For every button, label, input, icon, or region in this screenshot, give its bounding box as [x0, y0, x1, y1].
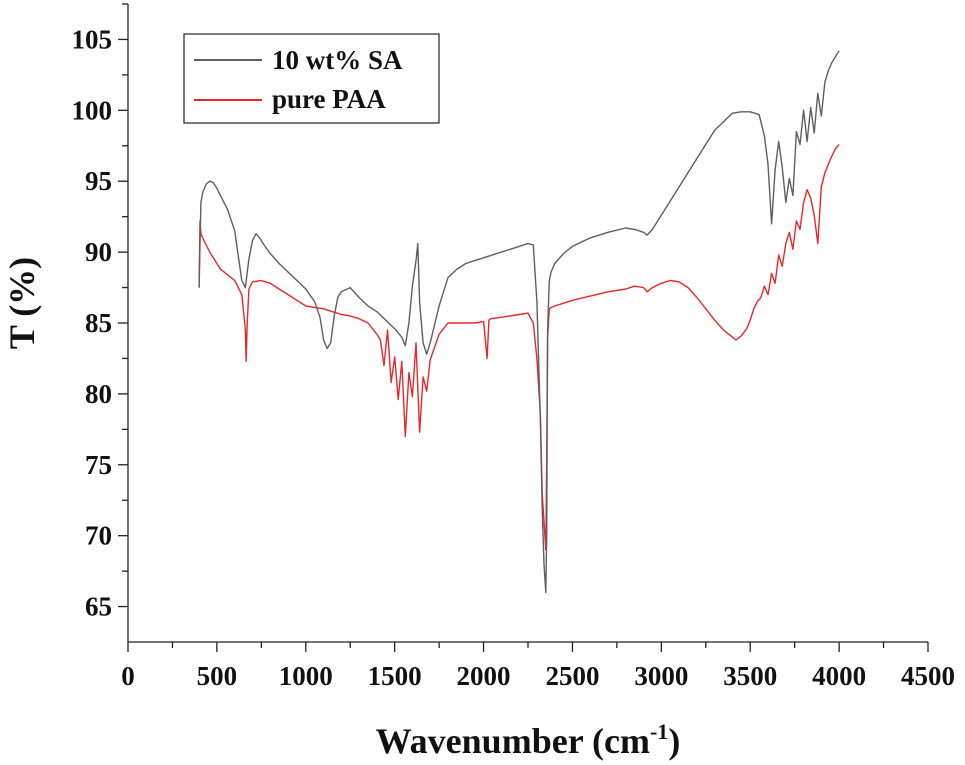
- x-tick-label: 2000: [457, 661, 511, 691]
- y-axis-title: T (%): [2, 257, 42, 349]
- x-axis-title-superscript: -1: [650, 719, 668, 744]
- x-tick-label: 0: [121, 661, 135, 691]
- y-tick-label: 105: [72, 24, 113, 54]
- x-tick-label: 500: [197, 661, 238, 691]
- series-line-sa: [198, 50, 840, 594]
- y-tick-label: 100: [72, 95, 113, 125]
- x-tick-label: 4500: [901, 661, 955, 691]
- x-tick-label: 3500: [723, 661, 777, 691]
- y-tick-label: 65: [85, 592, 112, 622]
- x-tick-label: 2500: [545, 661, 599, 691]
- series-line-paa: [198, 143, 840, 551]
- x-tick-label: 3000: [634, 661, 688, 691]
- x-tick-label: 4000: [812, 661, 866, 691]
- x-axis-title-main: Wavenumber (cm: [376, 721, 650, 761]
- x-tick-label: 1000: [279, 661, 333, 691]
- legend-box: [183, 33, 440, 124]
- legend: 10 wt% SA pure PAA: [183, 33, 440, 124]
- y-tick-label: 85: [85, 308, 112, 338]
- y-tick-label: 95: [85, 166, 112, 196]
- y-ticks: 65 70 75 80 85 90 95 100 105: [72, 3, 128, 622]
- x-tick-label: 1500: [368, 661, 422, 691]
- y-tick-label: 80: [85, 379, 112, 409]
- y-tick-label: 75: [85, 450, 112, 480]
- x-axis-title: Wavenumber (cm-1): [376, 719, 681, 761]
- x-ticks: 0 500 1000 1500 2000 2500 3000 3500 4000 4500: [121, 642, 955, 691]
- legend-label-paa: pure PAA: [272, 84, 386, 114]
- series-layer: [198, 50, 840, 594]
- x-axis-title-close: ): [668, 721, 680, 761]
- legend-label-sa: 10 wt% SA: [272, 45, 403, 75]
- y-tick-label: 90: [85, 237, 112, 267]
- y-tick-label: 70: [85, 521, 112, 551]
